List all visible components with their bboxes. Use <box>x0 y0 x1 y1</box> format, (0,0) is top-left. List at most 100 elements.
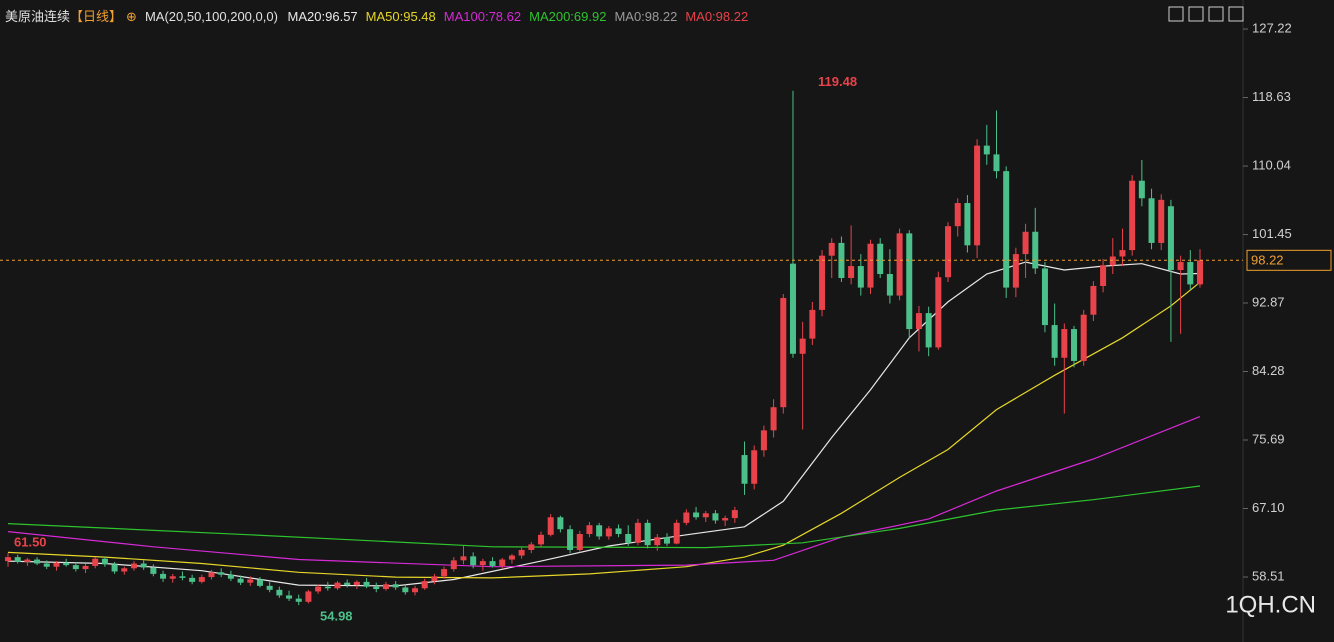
candle-body <box>741 455 748 484</box>
candle-body <box>43 563 50 567</box>
candle-body <box>615 528 622 535</box>
candle-body <box>421 581 428 589</box>
candle-body <box>130 563 137 569</box>
y-tick-label: 92.87 <box>1252 294 1285 309</box>
candle-body <box>945 226 952 278</box>
candle-body <box>654 537 661 546</box>
candle-body <box>344 582 351 586</box>
candle-body <box>208 572 215 578</box>
candle-body <box>1138 180 1145 199</box>
candle-body <box>276 589 283 596</box>
candle-body <box>586 525 593 535</box>
candle-body <box>722 518 729 521</box>
annotation: 119.48 <box>818 74 857 89</box>
candle-body <box>1041 268 1048 326</box>
candle-body <box>324 586 331 589</box>
candle-body <box>1148 198 1155 243</box>
candle-body <box>819 255 826 310</box>
candle-body <box>373 586 380 590</box>
candle-body <box>1080 314 1087 361</box>
settings-icon[interactable]: ⊕ <box>126 9 137 24</box>
candle-body <box>925 313 932 348</box>
candle-body <box>964 203 971 246</box>
legend-entry: MA50:95.48 <box>365 9 436 24</box>
candle-body <box>34 559 41 564</box>
candle-body <box>557 517 564 530</box>
candle-body <box>489 561 496 566</box>
candle-body <box>402 587 409 593</box>
candle-body <box>1071 329 1078 361</box>
candle-body <box>935 277 942 348</box>
legend-entry: MA200:69.92 <box>529 9 607 24</box>
candle-body <box>1061 329 1068 358</box>
candle-body <box>237 578 244 583</box>
candle-body <box>789 263 796 354</box>
candle-body <box>673 522 680 544</box>
candle-body <box>683 512 690 523</box>
y-tick-label: 58.51 <box>1252 568 1285 583</box>
candle-body <box>382 584 389 590</box>
annotation: 54.98 <box>320 609 353 624</box>
candle-body <box>1032 231 1039 269</box>
candle-body <box>1090 285 1097 315</box>
candle-body <box>1158 199 1165 243</box>
candle-body <box>877 243 884 275</box>
candle-body <box>1119 250 1126 257</box>
candle-body <box>906 233 913 330</box>
candle-body <box>334 582 341 589</box>
candle-body <box>82 565 89 570</box>
ma-line <box>7 261 1201 587</box>
candle-body <box>993 154 1000 172</box>
candle-body <box>693 512 700 518</box>
candle-body <box>169 576 176 579</box>
candle-body <box>809 309 816 339</box>
period[interactable]: 【日线】 <box>70 9 123 24</box>
candle-body <box>799 338 806 354</box>
candle-body <box>547 517 554 535</box>
candle-body <box>479 561 486 566</box>
candle-body <box>644 522 651 546</box>
candle-body <box>315 586 322 592</box>
candle-body <box>1197 260 1203 285</box>
candle-body <box>1003 171 1010 288</box>
candle-body <box>1051 325 1058 358</box>
candle-body <box>915 313 922 330</box>
candle-body <box>848 266 855 279</box>
header: 美原油连续【日线】 ⊕ MA(20,50,100,200,0,0) MA20:96.… <box>5 6 756 25</box>
y-tick-label: 118.63 <box>1252 89 1291 104</box>
watermark: 1QH.CN <box>1225 591 1316 618</box>
candle-body <box>1100 265 1107 286</box>
candle-body <box>983 145 990 155</box>
candle-body <box>470 556 477 566</box>
candle-body <box>247 579 254 583</box>
candle-body <box>150 567 157 574</box>
candle-body <box>72 565 79 570</box>
candle-body <box>1109 256 1116 266</box>
y-tick-label: 75.69 <box>1252 431 1285 446</box>
candle-body <box>101 558 108 565</box>
candle-body <box>412 588 419 593</box>
candle-body <box>596 525 603 537</box>
candle-body <box>295 598 302 602</box>
indicator[interactable]: MA(20,50,100,200,0,0) <box>144 9 278 24</box>
last-price-label: 98.22 <box>1251 253 1284 268</box>
candle-body <box>1187 262 1194 285</box>
last-price-box <box>1246 249 1332 271</box>
candle-body <box>663 537 670 544</box>
candle-body <box>499 559 506 566</box>
candle-body <box>305 591 312 602</box>
toolbar[interactable] <box>1168 6 1244 22</box>
legend-entry: MA0:98.22 <box>685 9 749 24</box>
candle-body <box>702 513 709 518</box>
candle-body <box>24 559 31 562</box>
candle-body <box>460 556 467 561</box>
y-tick-label: 127.22 <box>1252 20 1292 35</box>
candle-body <box>160 573 167 579</box>
candle-body <box>111 564 118 572</box>
candle-body <box>1022 231 1029 255</box>
candle-body <box>751 450 758 484</box>
candle-body <box>731 510 738 519</box>
candle-body <box>828 242 835 256</box>
ma-line <box>7 416 1201 568</box>
